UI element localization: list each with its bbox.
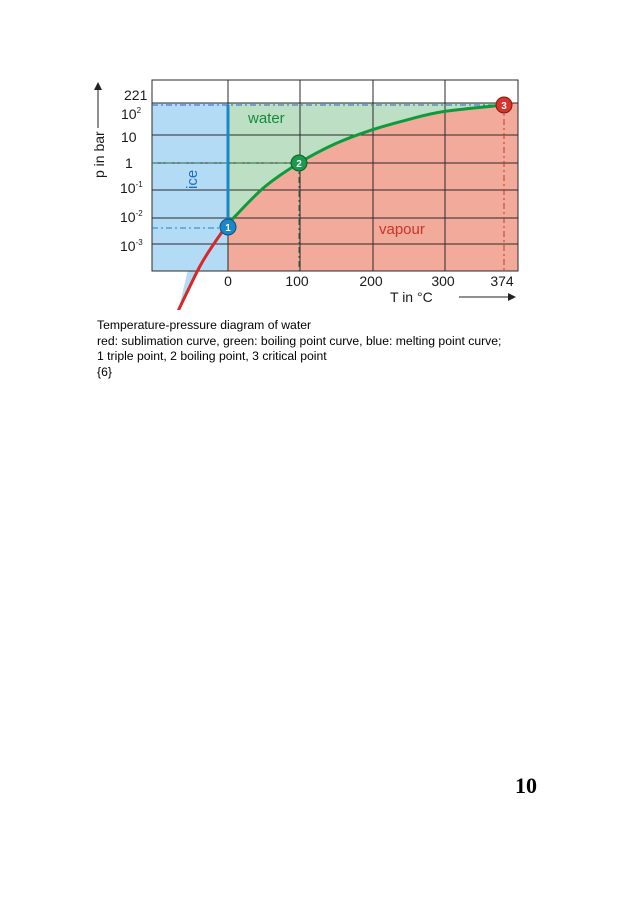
boiling-point-curve: [226, 103, 505, 225]
caption-title: Temperature-pressure diagram of water: [97, 318, 312, 332]
water-label: water: [247, 110, 285, 127]
y-tick-label: 10-1: [120, 180, 143, 196]
x-tick-label: 200: [359, 273, 383, 289]
grid: [151, 79, 519, 272]
page-number: 10: [515, 773, 537, 798]
x-tick-label: 374: [490, 273, 514, 289]
svg-text:1: 1: [225, 223, 231, 234]
guide-lines: [152, 104, 505, 271]
svg-text:2: 2: [296, 159, 302, 170]
svg-text:3: 3: [501, 101, 507, 112]
x-axis-label: T in °C: [390, 289, 433, 305]
y-tick-label: 10-2: [120, 209, 143, 225]
ice-label: ice: [184, 170, 201, 189]
y-tick-label: 10-3: [120, 238, 143, 254]
water-region: [228, 103, 504, 224]
y-tick-label: 10: [121, 129, 137, 145]
x-tick-label: 0: [224, 273, 232, 289]
ice-corner-cover: [152, 103, 228, 310]
y-tick-labels: 221 102 10 1 10-1 10-2 10-3: [120, 87, 148, 254]
caption-reference: {6}: [97, 364, 112, 379]
x-tick-labels: 0 100 200 300 374: [224, 273, 514, 289]
x-tick-label: 100: [285, 273, 309, 289]
phase-diagram: water vapour ice 1 2 3 221 102 10 1 10-1…: [91, 79, 519, 310]
y-tick-label: 102: [121, 106, 142, 122]
y-axis-label: p in bar: [91, 131, 107, 178]
boiling-point-marker: 2: [290, 154, 308, 172]
caption-point-legend: 1 triple point, 2 boiling point, 3 criti…: [97, 349, 327, 363]
critical-point-marker: 3: [495, 96, 513, 114]
caption-curve-legend: red: sublimation curve, green: boiling p…: [97, 333, 502, 348]
triple-point-marker: 1: [219, 218, 237, 236]
vapour-label: vapour: [379, 221, 425, 238]
x-tick-label: 300: [431, 273, 455, 289]
y-tick-label: 1: [125, 155, 133, 171]
figure-caption: Temperature-pressure diagram of water re…: [97, 318, 501, 380]
y-tick-label: 221: [124, 87, 148, 103]
